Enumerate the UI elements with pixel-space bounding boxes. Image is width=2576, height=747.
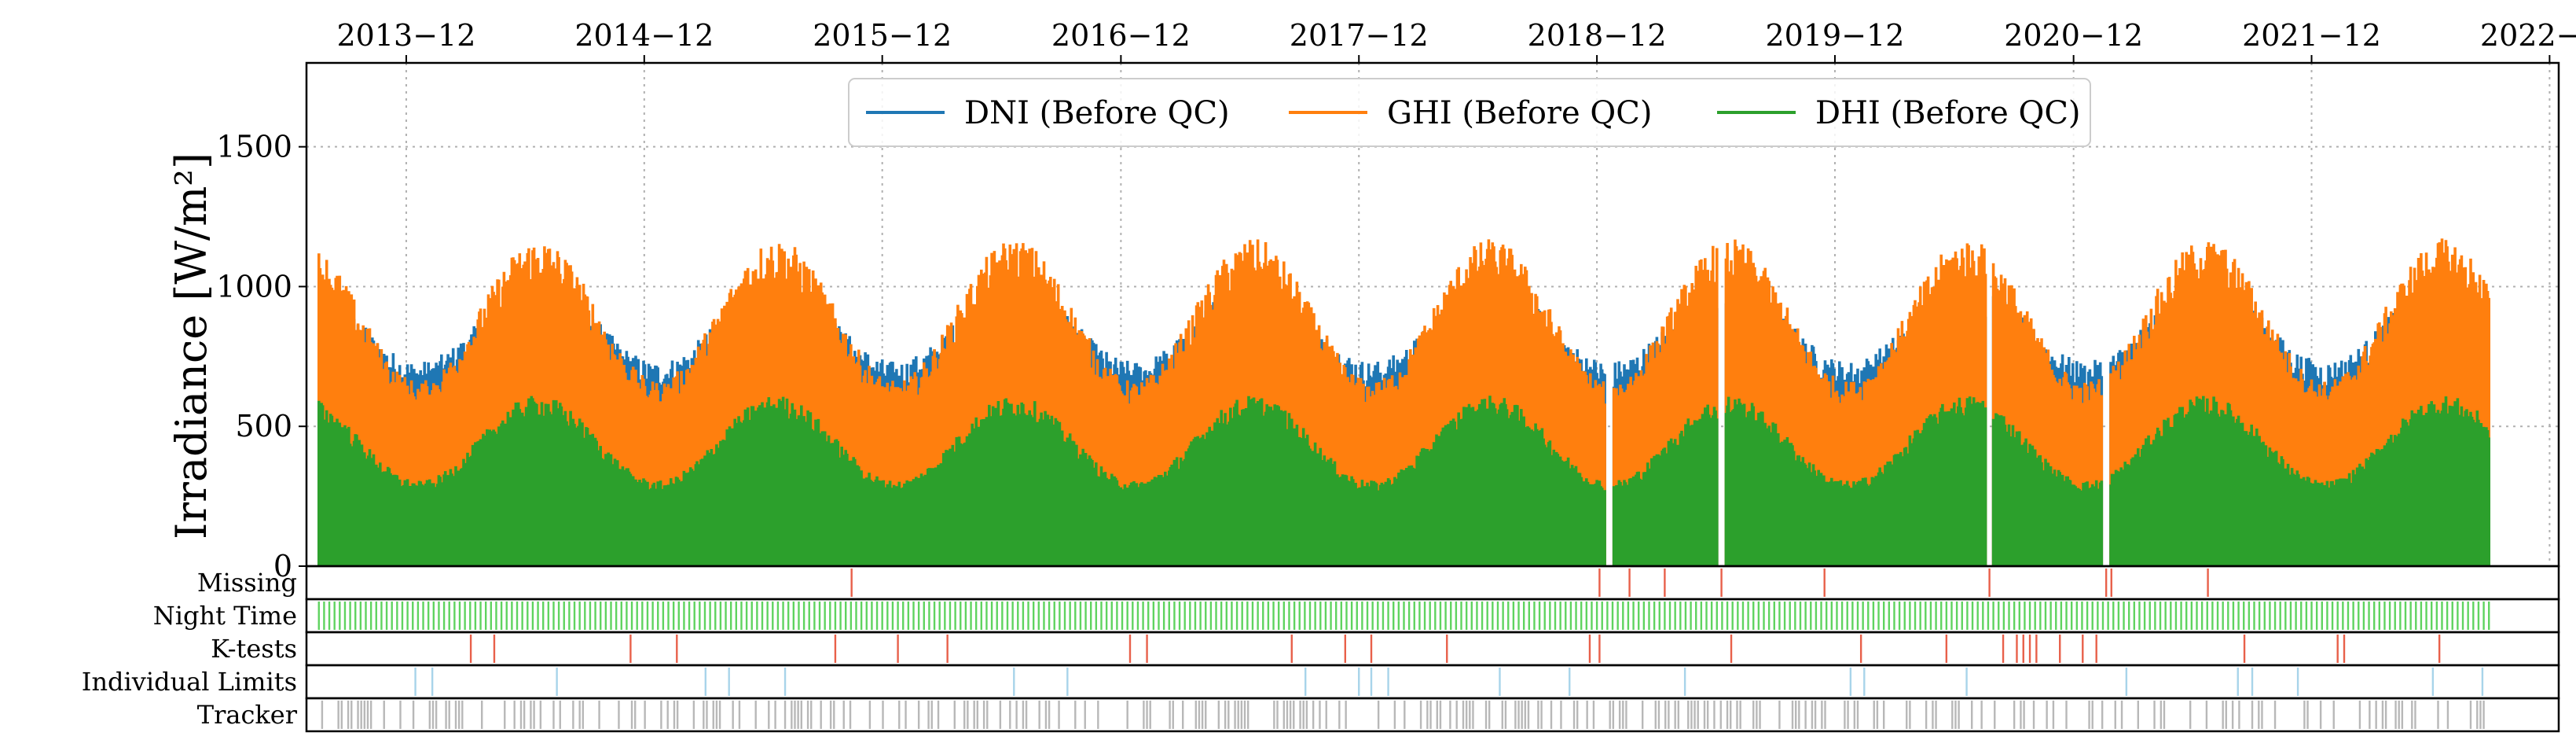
series-area — [317, 238, 2490, 566]
flag-row-label: K-tests — [211, 634, 297, 664]
flag-row-k-tests: K-tests — [211, 631, 2560, 667]
flag-row-frame — [305, 697, 2560, 733]
legend-entry: DNI (Before QC) — [964, 95, 1230, 131]
flag-row-label: Individual Limits — [82, 667, 297, 697]
x-tick-label: 2017−12 — [1290, 18, 1429, 53]
y-tick-label: 0 — [273, 549, 292, 583]
x-tick-label: 2015−12 — [813, 18, 952, 53]
flag-row-night-time: Night Time — [153, 598, 2560, 634]
y-axis-label: Irradiance [W/m²] — [167, 153, 216, 539]
y-tick-label: 1500 — [216, 130, 292, 164]
flag-row-frame — [305, 664, 2560, 700]
flag-row-label: Night Time — [153, 601, 297, 631]
flag-row-frame — [305, 631, 2560, 667]
flag-row-label: Missing — [197, 568, 297, 598]
flag-row-label: Tracker — [197, 700, 298, 730]
legend-box — [848, 78, 2091, 147]
flag-row-missing: Missing — [197, 565, 2560, 601]
x-tick-labels: 2013−12 2014−12 2015−12 2016−12 2017−12 2018−… — [337, 18, 2576, 63]
legend-entry: DHI (Before QC) — [1815, 95, 2081, 131]
series-dhi — [317, 396, 2490, 566]
flag-row-tracker: Tracker — [197, 697, 2560, 733]
x-tick-label: 2019−12 — [1766, 18, 1905, 53]
legend-entry: GHI (Before QC) — [1387, 95, 1652, 131]
x-tick-label: 2018−12 — [1528, 18, 1667, 53]
x-tick-label: 2021−12 — [2242, 18, 2381, 53]
x-tick-label: 2016−12 — [1051, 18, 1191, 53]
x-tick-label: 2020−12 — [2004, 18, 2143, 53]
x-tick-label: 2014−12 — [574, 18, 714, 53]
flag-row-individual-limits: Individual Limits — [82, 664, 2560, 700]
y-tick-labels: 0 500 1000 1500 — [216, 130, 306, 583]
x-tick-label: 2022−12 — [2480, 18, 2576, 53]
x-tick-label: 2013−12 — [337, 18, 476, 53]
y-tick-label: 500 — [235, 409, 292, 443]
series-bars — [317, 396, 2490, 566]
flag-row-frame — [305, 565, 2560, 601]
flag-row-frame — [305, 598, 2560, 634]
legend: DNI (Before QC) GHI (Before QC) DHI (Befor… — [848, 78, 2091, 147]
y-tick-label: 1000 — [216, 269, 292, 304]
